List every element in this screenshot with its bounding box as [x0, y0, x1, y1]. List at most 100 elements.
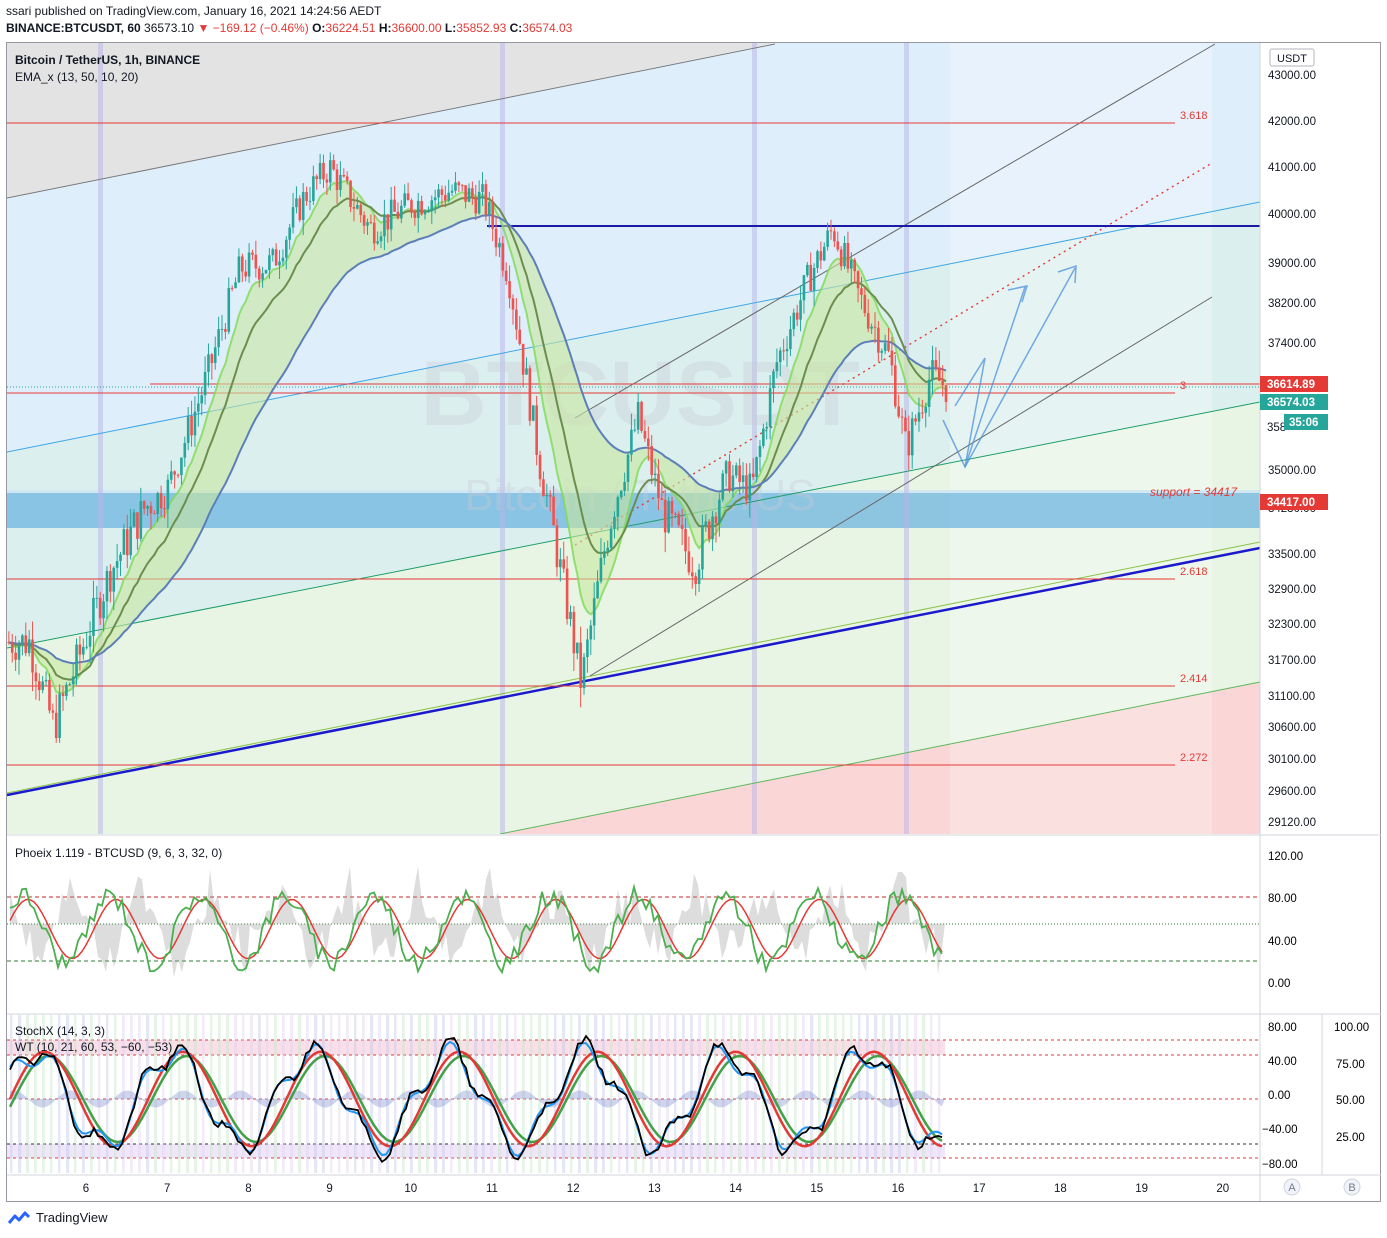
signal-bar [586, 1015, 590, 1173]
candle-body [142, 501, 146, 509]
signal-bar [450, 1015, 453, 1173]
candle-body [186, 415, 190, 443]
candle-body [65, 684, 68, 697]
candle-body [281, 257, 285, 262]
candle-body [315, 176, 319, 180]
brand-name: TradingView [36, 1210, 108, 1225]
signal-bar [346, 1015, 349, 1173]
candle-body [349, 180, 352, 207]
signal-bar [578, 1015, 581, 1173]
candle-body [850, 259, 853, 269]
signal-bar [458, 1015, 461, 1173]
publish-info: ssari published on TradingView.com, Janu… [6, 4, 382, 18]
stoch-axis-label: 80.00 [1268, 1022, 1297, 1034]
ema-legend[interactable]: EMA_x (13, 50, 10, 20) [15, 70, 139, 84]
time-axis-label: 10 [404, 1183, 417, 1195]
candle-body [677, 513, 681, 526]
signal-bar [298, 1015, 302, 1173]
signal-bar [850, 1015, 853, 1173]
signal-bar [250, 1015, 254, 1173]
stoch-black-line [9, 1034, 943, 1163]
signal-bar [890, 1015, 894, 1173]
major-support-trendline[interactable] [7, 546, 1260, 797]
phoenix-oscillator [9, 866, 945, 978]
chart-frame[interactable] [6, 42, 1381, 1202]
green-lower-line[interactable] [499, 681, 1260, 834]
price-axis-label: 35000.00 [1268, 465, 1316, 477]
rising-channel-upper[interactable] [574, 43, 1216, 419]
time-axis-label: 17 [973, 1183, 986, 1195]
candle-body [603, 551, 606, 558]
candle-body [54, 712, 58, 739]
signal-bar [746, 1015, 749, 1173]
candle-body [734, 465, 738, 476]
signal-bar [114, 1015, 117, 1173]
signal-bar [674, 1015, 677, 1173]
projection-arrow-head-2 [1057, 264, 1077, 284]
projection-arrow-path[interactable] [954, 286, 1026, 468]
signal-bar [498, 1015, 502, 1173]
stoch-pane[interactable] [7, 1015, 1260, 1173]
candle-body [812, 267, 816, 291]
main-pane-title[interactable]: Bitcoin / TetherUS, 1h, BINANCE [15, 53, 200, 67]
candle-body [873, 326, 877, 328]
tradingview-branding[interactable]: TradingView [8, 1210, 108, 1225]
currency-box[interactable] [1269, 48, 1315, 67]
candle-body [680, 525, 684, 529]
candle-body [312, 176, 315, 201]
candle-body [139, 501, 143, 539]
signal-bar [842, 1015, 845, 1173]
price-axis-label: 29600.00 [1268, 786, 1316, 798]
candle-body [893, 365, 897, 407]
candle-body [548, 494, 552, 497]
candle-body [132, 512, 136, 527]
signal-bar [650, 1015, 653, 1173]
projection-arrow-path-2[interactable] [942, 267, 1076, 469]
stoch-legend[interactable]: StochX (14, 3, 3) [15, 1024, 106, 1038]
candle-body [58, 693, 61, 739]
candle-body [765, 426, 769, 429]
candle-body [454, 182, 457, 191]
price-axis[interactable]: 43000.00 42000.00 41000.00 40000.00 39000.00… [1268, 70, 1316, 829]
green-channel-line[interactable] [7, 401, 1260, 649]
signal-bar [202, 1015, 205, 1173]
candle-body [153, 513, 156, 515]
signal-bar [130, 1015, 133, 1173]
wt-legend[interactable]: WT (10, 21, 60, 53, −60, −53) [15, 1040, 173, 1054]
rising-channel-lower[interactable] [589, 296, 1213, 677]
candle-body [180, 457, 183, 476]
candle-body [562, 559, 566, 569]
candle-body [410, 200, 413, 213]
signal-bar [42, 1015, 45, 1173]
candle-body [816, 251, 819, 268]
signal-bar [530, 1015, 533, 1173]
candle-body [403, 193, 407, 206]
candle-body [176, 474, 180, 476]
candle-body [802, 275, 806, 301]
candle-body [518, 329, 522, 344]
signal-bar [610, 1015, 613, 1173]
auto-scale-button[interactable] [1283, 1178, 1301, 1196]
price-axis-label: 40000.00 [1268, 209, 1316, 221]
phoenix-pane[interactable] [7, 866, 1260, 978]
candle-body [572, 611, 576, 654]
candle-body [301, 191, 305, 221]
candle-body [887, 343, 890, 351]
candle-body [467, 188, 471, 202]
candle-body [819, 251, 823, 261]
green-parallel-line[interactable] [7, 541, 1260, 794]
candle-body [423, 211, 427, 215]
phoenix-legend[interactable]: Phoeix 1.119 - BTCUSD (9, 6, 3, 32, 0) [15, 846, 223, 860]
b-scale-button[interactable] [1343, 1178, 1361, 1196]
candle-body [393, 199, 396, 212]
time-axis[interactable]: 6 7 8 9 10 11 12 13 14 15 16 17 18 19 20 [83, 1183, 1229, 1195]
signal-bar [322, 1015, 325, 1173]
candle-body [619, 490, 623, 498]
candle-body [707, 521, 711, 540]
signal-bar [506, 1015, 509, 1173]
signal-bar [826, 1015, 829, 1173]
candle-body [305, 191, 308, 201]
candle-body [731, 475, 735, 492]
grey-upper-trendline[interactable] [7, 43, 776, 199]
